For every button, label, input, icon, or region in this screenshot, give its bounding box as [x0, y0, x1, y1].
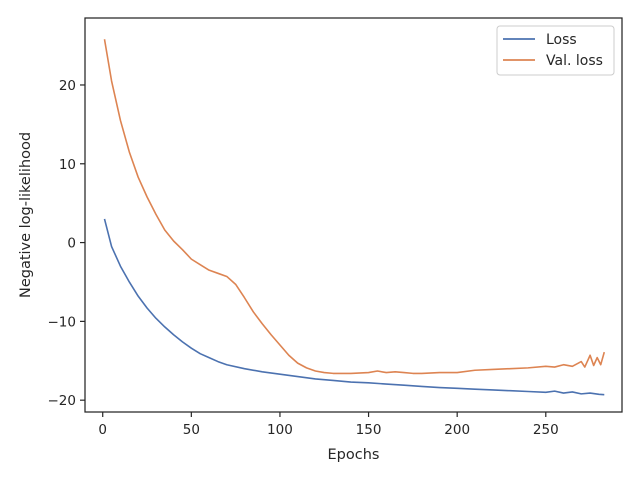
x-tick-label: 200	[444, 422, 470, 438]
y-tick-label: −10	[48, 314, 77, 330]
series-line-1	[103, 218, 605, 396]
legend-label-1: Loss	[546, 32, 577, 48]
x-tick-label: 100	[267, 422, 293, 438]
series-lines	[103, 39, 606, 396]
y-tick-label: −20	[48, 393, 77, 409]
y-axis-ticks: −20 −10 0 10 20	[48, 78, 85, 409]
y-axis-label: Negative log-likelihood	[18, 132, 34, 298]
plot-frame	[84, 17, 623, 413]
legend-label-2: Val. loss	[546, 53, 603, 69]
series-line-2	[103, 39, 606, 375]
x-tick-label: 0	[98, 422, 107, 438]
x-tick-label: 50	[183, 422, 200, 438]
x-tick-label: 250	[533, 422, 559, 438]
x-tick-label: 150	[356, 422, 382, 438]
y-tick-label: 0	[67, 236, 76, 252]
y-tick-label: 20	[59, 78, 76, 94]
x-axis-ticks: 0 50 100 150 200 250	[98, 412, 559, 438]
x-axis-label: Epochs	[328, 447, 380, 463]
y-tick-label: 10	[59, 157, 76, 173]
legend: Loss Val. loss	[496, 25, 615, 76]
